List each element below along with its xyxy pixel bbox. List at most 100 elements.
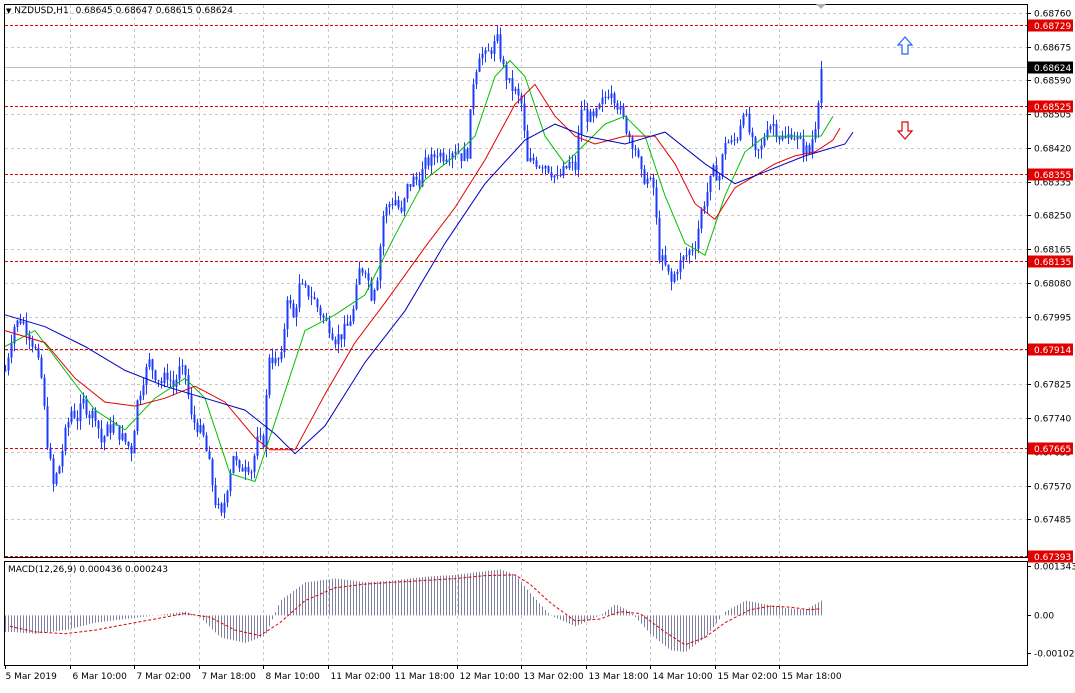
price-tick-label: 0.68250 (1034, 212, 1071, 222)
candle-body (250, 471, 253, 473)
candle-body (19, 320, 22, 324)
candle-body (37, 348, 40, 358)
candle-body (58, 466, 61, 474)
current-price-label: 0.68624 (1034, 64, 1071, 74)
candle-body (307, 285, 310, 297)
candle-body (382, 216, 385, 247)
candle-body (658, 217, 661, 261)
candle-body (241, 468, 244, 472)
candle-body (175, 379, 178, 387)
candle-body (178, 366, 181, 380)
candle-body (13, 326, 16, 344)
candle-body (751, 132, 754, 138)
main-plot-frame (4, 4, 1028, 558)
candle-body (25, 321, 28, 335)
candle-body (22, 321, 25, 324)
symbol-header[interactable]: ▼ NZDUSD,H1 0.68645 0.68647 0.68615 0.68… (6, 6, 233, 16)
candle-body (673, 274, 676, 282)
candle-body (505, 64, 508, 80)
arrow-down-icon[interactable] (896, 121, 914, 140)
arrow-up-icon[interactable] (896, 36, 914, 55)
candle-body (586, 109, 589, 122)
candle-body (163, 372, 166, 384)
candle-body (565, 166, 568, 169)
candle-body (49, 447, 52, 459)
candle-body (580, 109, 583, 135)
candle-body (808, 145, 811, 153)
candle-body (427, 157, 430, 166)
candle-body (238, 460, 241, 469)
candle-body (73, 410, 76, 418)
candle-body (715, 165, 718, 181)
candle-body (169, 379, 172, 381)
candle-body (394, 200, 397, 205)
candle-body (166, 372, 169, 380)
candle-body (94, 410, 97, 421)
candle-body (811, 139, 814, 153)
candle-body (34, 346, 37, 349)
candle-body (289, 300, 292, 304)
ohlc-values: 0.68645 0.68647 0.68615 0.68624 (75, 6, 234, 16)
candle-body (418, 179, 421, 187)
candle-body (502, 59, 505, 65)
candle-body (691, 250, 694, 252)
candle-body (598, 104, 601, 109)
candle-body (688, 250, 691, 256)
price-tick-label: 0.68335 (1034, 179, 1071, 189)
candle-body (46, 406, 49, 448)
candle-body (640, 156, 643, 170)
candle-body (349, 321, 352, 326)
candle-body (424, 157, 427, 169)
candle-body (634, 148, 637, 150)
price-tick-label: 0.67485 (1034, 516, 1071, 526)
candle-body (553, 175, 556, 178)
candle-body (448, 158, 451, 160)
candle-body (736, 139, 739, 141)
scroll-marker-icon[interactable] (816, 4, 826, 9)
candle-body (637, 149, 640, 157)
price-tick-label: 0.68165 (1034, 246, 1071, 256)
candle-body (628, 133, 631, 138)
candle-body (742, 114, 745, 126)
candle-body (103, 436, 106, 443)
price-candles (4, 25, 823, 519)
candle-body (592, 111, 595, 117)
candle-body (517, 88, 520, 96)
candle-body (559, 175, 562, 177)
candle-body (484, 50, 487, 54)
macd-signal-line (9, 574, 822, 646)
candle-body (358, 268, 361, 285)
candle-body (772, 123, 775, 127)
candle-body (346, 323, 349, 326)
price-tick-label: 0.68080 (1034, 280, 1071, 290)
collapse-triangle-icon[interactable]: ▼ (6, 7, 12, 15)
candle-body (520, 95, 523, 104)
candle-body (217, 503, 220, 506)
candle-body (337, 334, 340, 345)
candle-body (817, 103, 820, 130)
candle-body (331, 333, 334, 340)
price-tick-label: 0.67995 (1034, 314, 1071, 324)
candle-body (82, 398, 85, 404)
candle-body (397, 200, 400, 208)
candle-body (514, 88, 517, 91)
horizontal-levels[interactable] (5, 25, 1027, 557)
candle-body (118, 425, 121, 440)
candle-body (724, 142, 727, 155)
candle-body (226, 491, 229, 503)
candle-body (124, 433, 127, 442)
price-tick-label: 0.68420 (1034, 145, 1071, 155)
candle-body (271, 357, 274, 364)
symbol-label: NZDUSD,H1 (14, 6, 69, 16)
macd-tick-label: 0.001343 (1034, 563, 1075, 573)
candle-body (436, 156, 439, 158)
ma-mid-line (4, 83, 841, 451)
candle-body (43, 377, 46, 407)
candle-body (88, 414, 91, 418)
candle-body (757, 149, 760, 151)
candle-body (376, 280, 379, 290)
candle-body (604, 96, 607, 98)
candle-body (151, 359, 154, 371)
